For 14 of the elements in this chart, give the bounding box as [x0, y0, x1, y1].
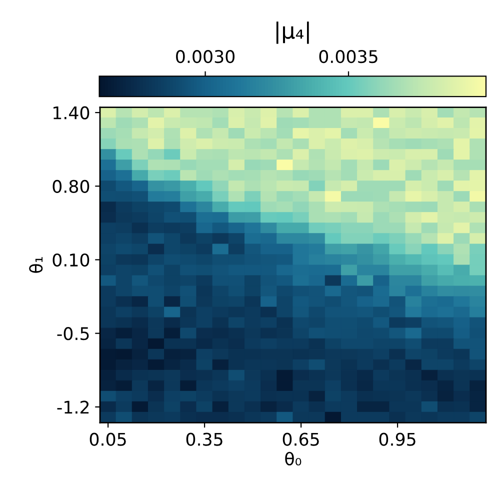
- y-tick-label: -0.5: [57, 327, 89, 340]
- color-bar-title: |μ₄|: [276, 22, 309, 44]
- x-tick-label: 0.05: [90, 432, 126, 446]
- y-tick-label: 0.10: [52, 253, 90, 267]
- color-bar-label: 0.0030: [176, 50, 235, 64]
- y-tick-label: 0.80: [52, 180, 90, 193]
- y-axis-title: θ₁: [29, 257, 43, 273]
- x-tick-label: 0.95: [379, 432, 416, 446]
- x-tick-label: 0.35: [186, 432, 222, 446]
- y-tick-label: 1.40: [54, 106, 90, 120]
- x-axis-title: θ₀: [285, 452, 302, 466]
- y-tick-label: -1.2: [57, 400, 89, 414]
- x-tick-label: 0.65: [282, 432, 319, 446]
- color-bar-label: 0.0035: [319, 50, 378, 64]
